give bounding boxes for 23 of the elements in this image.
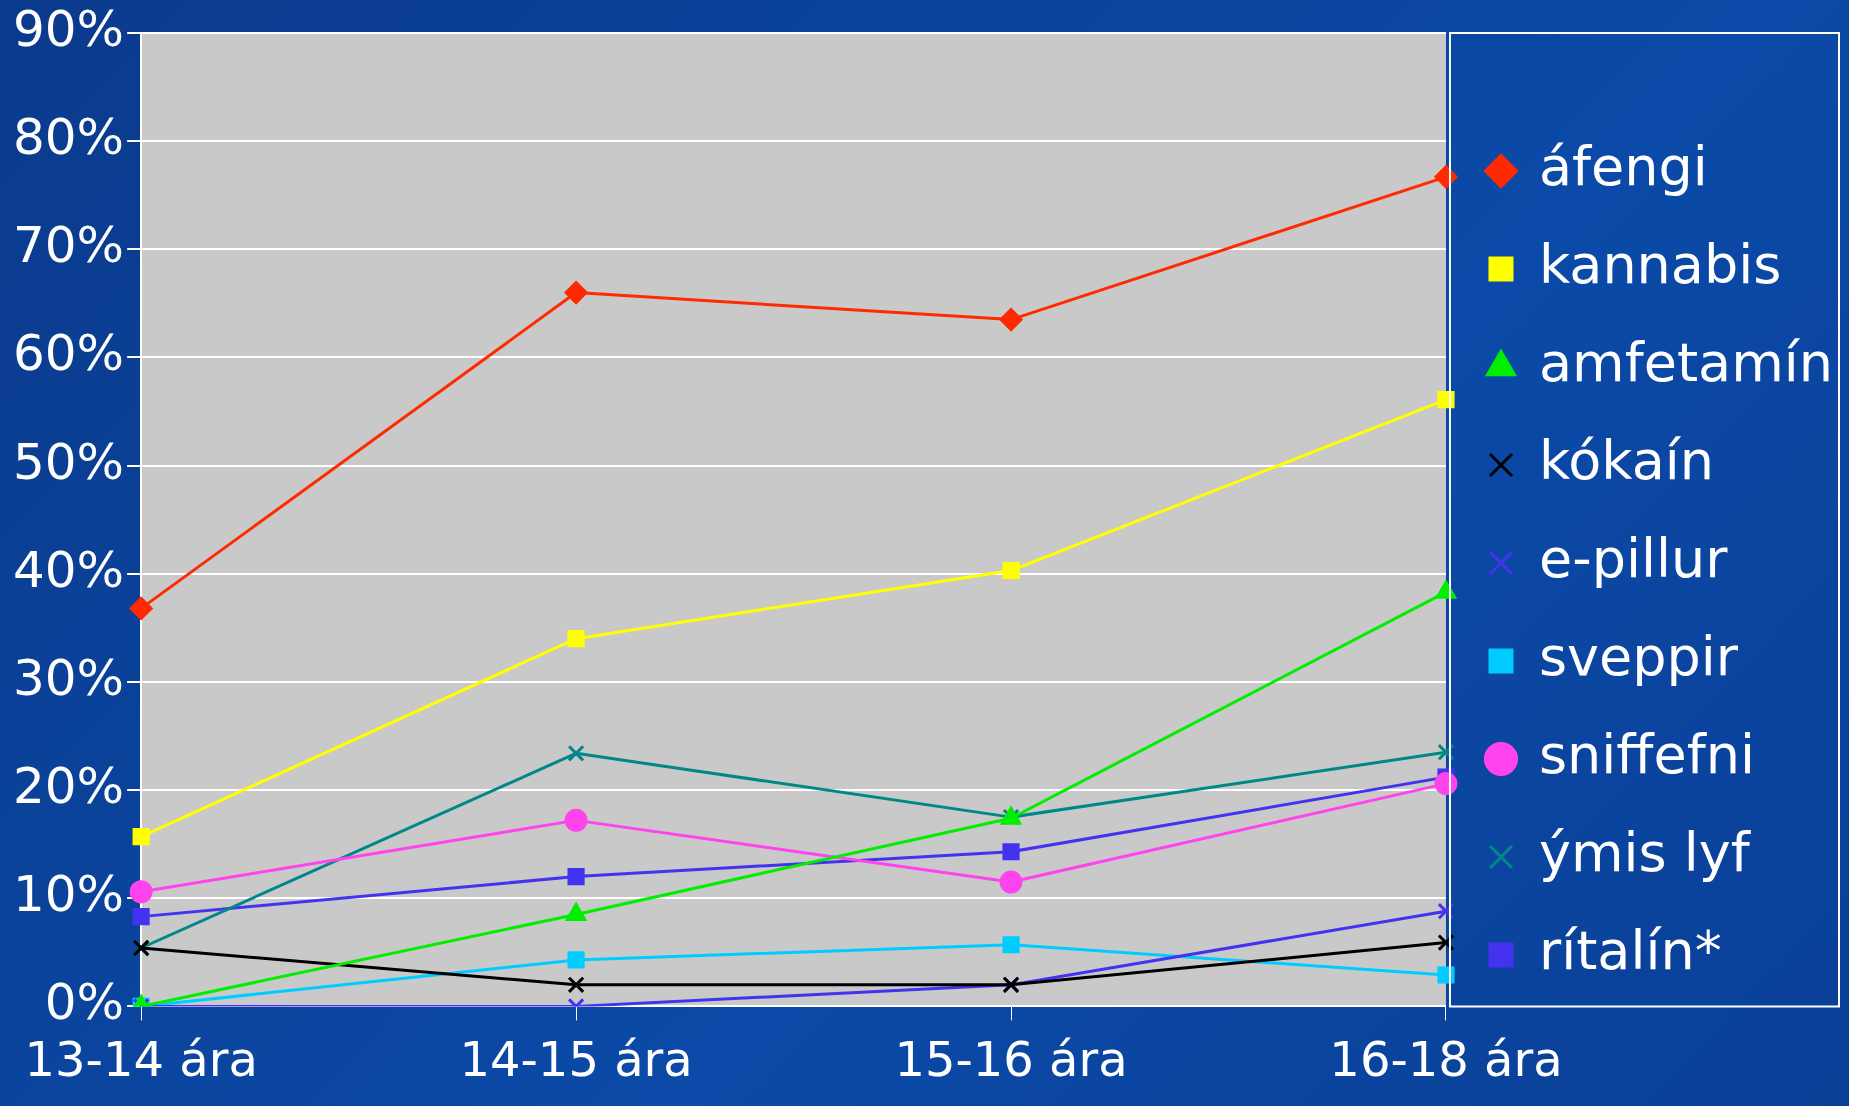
- legend-label: e-pillur: [1538, 527, 1729, 591]
- y-tick-label: 60%: [12, 324, 125, 383]
- legend-label: sveppir: [1538, 625, 1739, 689]
- legend-label: áfengi: [1538, 135, 1708, 199]
- legend-label: rítalín*: [1538, 919, 1722, 983]
- y-tick-label: 0%: [44, 973, 125, 1032]
- y-tick-label: 70%: [12, 216, 125, 275]
- legend-label: kókaín: [1538, 429, 1715, 493]
- legend-label: ýmis lyf: [1538, 821, 1752, 885]
- y-tick-label: 90%: [12, 0, 125, 58]
- y-tick-label: 40%: [12, 540, 125, 599]
- x-tick-label: 13-14 ára: [24, 1030, 258, 1087]
- y-tick-label: 80%: [12, 108, 125, 167]
- x-tick-label: 15-16 ára: [894, 1030, 1128, 1087]
- legend-label: kannabis: [1538, 233, 1782, 297]
- y-tick-label: 30%: [12, 648, 125, 707]
- x-tick-label: 14-15 ára: [459, 1030, 693, 1087]
- y-tick-label: 10%: [12, 865, 125, 924]
- legend-label: sniffefni: [1538, 723, 1756, 787]
- legend-label: amfetamín: [1538, 331, 1834, 395]
- y-tick-label: 20%: [12, 757, 125, 816]
- y-tick-label: 50%: [12, 432, 125, 491]
- x-tick-label: 16-18 ára: [1329, 1030, 1563, 1087]
